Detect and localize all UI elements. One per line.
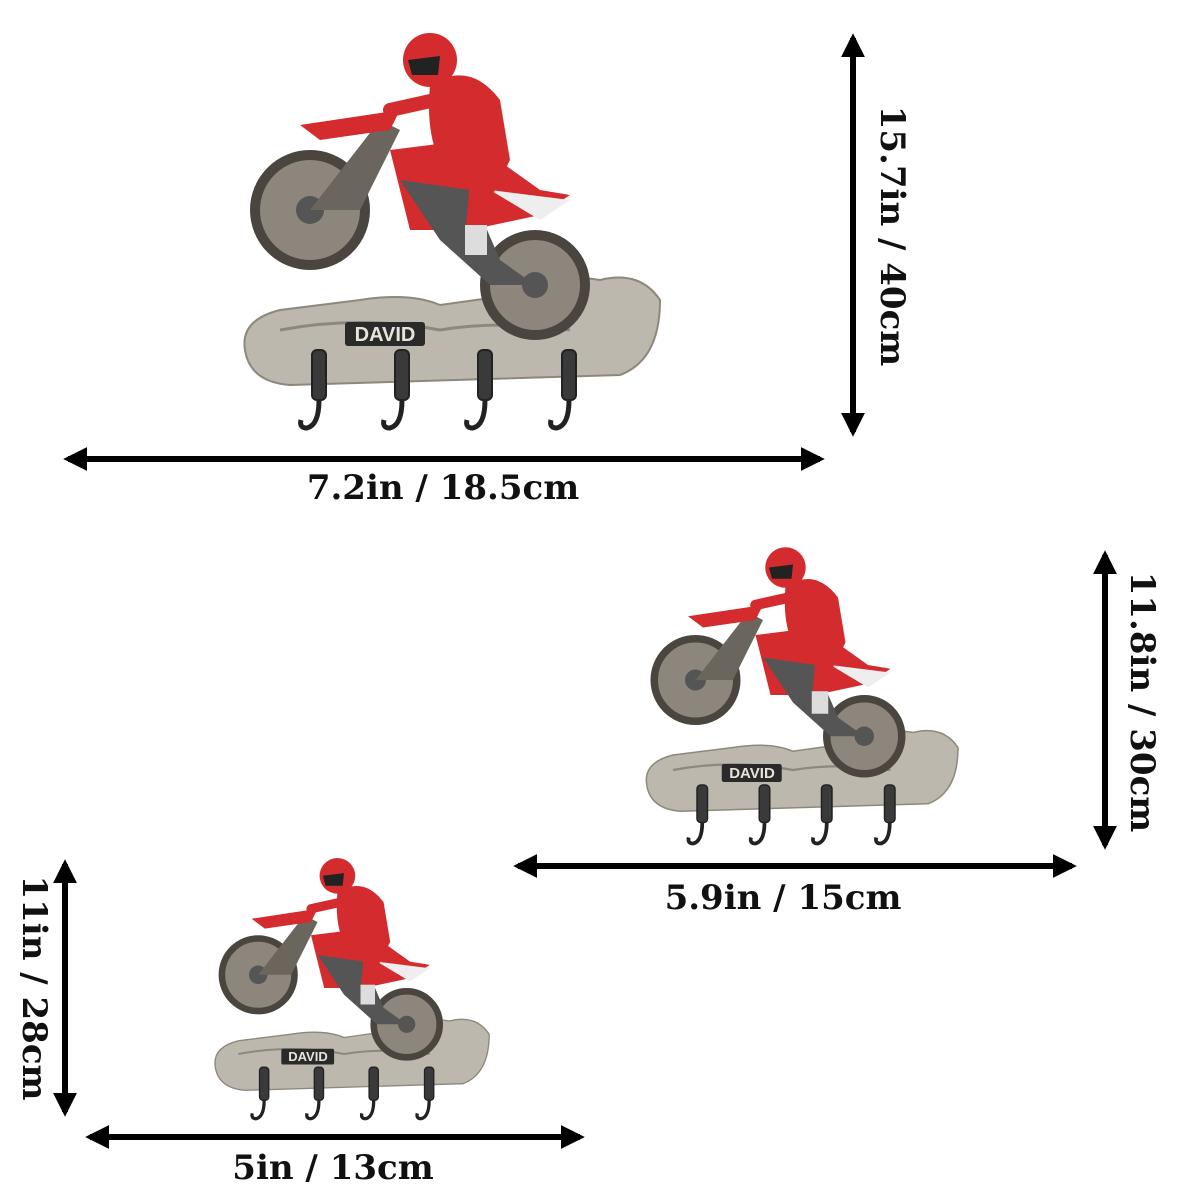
width-label-medium: 5.9in / 15cm — [664, 878, 902, 918]
product-medium: DAVID — [646, 547, 958, 843]
product-large: DAVID — [244, 33, 660, 428]
product-small: DAVID — [215, 858, 489, 1119]
width-label-small: 5in / 13cm — [232, 1148, 434, 1188]
name-plate-small: DAVID — [288, 1049, 327, 1064]
name-plate-medium: DAVID — [729, 765, 775, 782]
height-label-large: 15.7in / 40cm — [872, 105, 912, 367]
width-label-large: 7.2in / 18.5cm — [306, 468, 580, 508]
height-label-small: 11in / 28cm — [14, 875, 54, 1101]
name-plate-large: DAVID — [355, 324, 416, 346]
height-label-medium: 11.8in / 30cm — [1122, 571, 1162, 833]
